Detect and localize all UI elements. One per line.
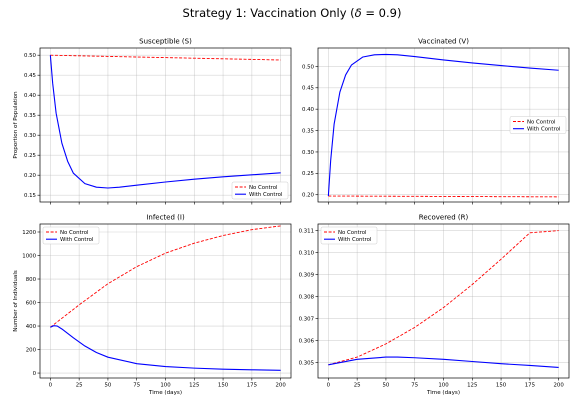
- legend-label: With Control: [249, 192, 282, 198]
- y-tick-label: 400: [26, 324, 37, 330]
- y-tick-label: 0.40: [24, 93, 37, 99]
- series-line-with-control: [327, 53, 559, 197]
- subplot-1: 0.15 0.20 0.25 0.30 0.35 0.40 0.45 0.50 Suscepti…: [13, 38, 292, 205]
- y-tick-label: 0.25: [24, 153, 36, 159]
- x-tick-label: 175: [525, 383, 535, 389]
- x-tick-label: 100: [160, 383, 171, 389]
- legend-label: No Control: [338, 230, 367, 236]
- x-tick-label: 50: [383, 383, 390, 389]
- y-tick-label: 0.35: [302, 128, 314, 134]
- y-tick-label: 0.310: [299, 251, 315, 257]
- x-tick-label: 150: [496, 383, 507, 389]
- legend-label: With Control: [60, 237, 93, 243]
- x-tick-label: 175: [247, 383, 257, 389]
- y-tick-label: 0.311: [299, 229, 314, 235]
- subplot-2: 0.20 0.25 0.30 0.35 0.40 0.45 0.50 Vaccinated (…: [302, 38, 570, 205]
- legend-label: No Control: [527, 119, 556, 125]
- y-axis-label: Proportion of Population: [13, 91, 19, 159]
- y-tick-label: 0.45: [24, 73, 36, 79]
- y-tick-label: 0.25: [302, 171, 314, 177]
- subplot-title: Susceptible (S): [139, 38, 192, 46]
- y-axis-label: Number of Individuals: [13, 270, 19, 332]
- x-tick-label: 50: [105, 383, 112, 389]
- subplot-grid: 0.15 0.20 0.25 0.30 0.35 0.40 0.45 0.50 Suscepti…: [13, 38, 570, 396]
- gridlines: [40, 224, 291, 378]
- y-tick-label: 200: [26, 347, 37, 353]
- y-tick-label: 600: [26, 300, 37, 306]
- legend-label: No Control: [249, 185, 278, 191]
- y-tick-label: 0.15: [24, 193, 36, 199]
- series-line-with-control: [49, 55, 281, 189]
- y-tick-label: 1200: [22, 230, 36, 236]
- y-tick-label: 0.50: [24, 53, 37, 59]
- y-tick-label: 1000: [22, 253, 36, 259]
- series-line-with-control: [50, 325, 281, 371]
- y-tick-label: 0.309: [299, 273, 315, 279]
- y-tick-label: 0.20: [24, 173, 37, 179]
- legend-label: No Control: [60, 230, 89, 236]
- y-tick-label: 0: [33, 371, 37, 377]
- series-line-with-control: [328, 356, 559, 368]
- subplot-4: 0 25 50 75 100 125 150 175 200 0.305 0.306 0.307 0.3…: [299, 214, 570, 396]
- legend-label: With Control: [527, 127, 560, 133]
- x-tick-label: 150: [218, 383, 229, 389]
- x-tick-label: 125: [467, 383, 477, 389]
- y-tick-label: 0.30: [24, 133, 37, 139]
- series-line-no-control: [50, 54, 281, 61]
- x-axis-label: Time (days): [148, 390, 182, 396]
- y-tick-label: 0.40: [302, 107, 315, 113]
- y-tick-label: 0.306: [299, 339, 315, 345]
- y-tick-label: 0.50: [302, 64, 315, 70]
- y-tick-label: 0.30: [302, 150, 315, 156]
- x-tick-label: 0: [327, 383, 331, 389]
- y-tick-label: 0.45: [302, 86, 314, 92]
- x-tick-label: 200: [275, 383, 286, 389]
- gridlines: [318, 224, 569, 378]
- y-tick-label: 0.305: [299, 361, 314, 367]
- x-tick-label: 0: [49, 383, 53, 389]
- x-tick-label: 75: [411, 383, 418, 389]
- subplot-title: Infected (I): [146, 214, 185, 222]
- figure-title: Strategy 1: Vaccination Only (δ = 0.9): [183, 6, 402, 20]
- y-tick-label: 0.308: [299, 295, 315, 301]
- y-tick-label: 800: [26, 277, 37, 283]
- legend: No Control With Control: [509, 116, 567, 134]
- series-line-no-control: [328, 230, 559, 366]
- legend-label: With Control: [338, 237, 371, 243]
- subplot-3: 0 25 50 75 100 125 150 175 200 0 200 400 600 800 1000 1…: [13, 214, 292, 396]
- series-line-no-control: [50, 225, 281, 328]
- y-tick-label: 0.20: [302, 193, 315, 199]
- x-tick-label: 125: [189, 383, 199, 389]
- y-tick-label: 0.307: [299, 317, 314, 323]
- subplot-title: Recovered (R): [419, 214, 469, 222]
- x-axis-label: Time (days): [426, 390, 460, 396]
- x-tick-label: 100: [438, 383, 449, 389]
- y-tick-label: 0.35: [24, 113, 36, 119]
- x-tick-label: 25: [76, 383, 83, 389]
- x-tick-label: 200: [553, 383, 564, 389]
- series-line-no-control: [328, 195, 559, 198]
- subplot-title: Vaccinated (V): [418, 38, 469, 46]
- x-tick-label: 25: [354, 383, 361, 389]
- x-tick-label: 75: [133, 383, 140, 389]
